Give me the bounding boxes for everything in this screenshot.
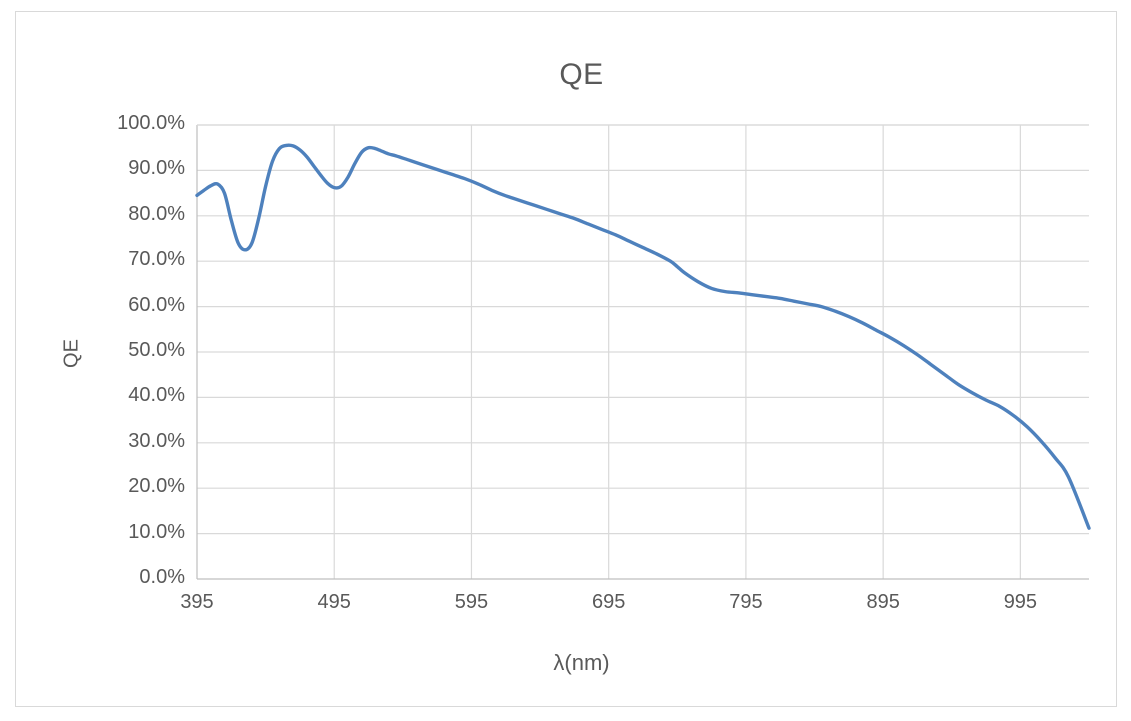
y-tick-label: 60.0% (128, 293, 185, 316)
y-tick-label: 50.0% (128, 339, 185, 361)
plot-area (195, 124, 1091, 580)
x-tick-label: 895 (866, 591, 900, 613)
x-tick-label: 495 (317, 591, 351, 613)
data-series-qe (195, 143, 1091, 530)
y-tick-label: 40.0% (128, 384, 185, 407)
x-tick-label: 995 (1003, 591, 1038, 613)
chart-frame: QE QE λ(nm) 0.0% 10.0% 20.0% 30.0% 40.0% 50.0… (15, 11, 1117, 707)
x-tick-label: 795 (729, 591, 763, 613)
x-axis-title: λ(nm) (553, 650, 610, 675)
axis-lines (196, 124, 1089, 580)
y-tick-label: 80.0% (128, 202, 185, 225)
y-tick-label: 10.0% (128, 520, 185, 543)
y-tick-label: 70.0% (128, 248, 185, 271)
chart-title: QE (559, 58, 604, 91)
y-tick-label: 0.0% (139, 566, 185, 588)
y-tick-label: 30.0% (128, 429, 185, 452)
x-tick-label: 395 (180, 591, 214, 613)
x-tick-label: 695 (592, 591, 626, 613)
gridlines (197, 124, 1089, 579)
y-tick-label: 90.0% (128, 157, 185, 180)
x-tick-label: 595 (454, 591, 489, 613)
y-tick-label: 100.0% (117, 112, 185, 134)
y-tick-label: 20.0% (128, 475, 185, 498)
